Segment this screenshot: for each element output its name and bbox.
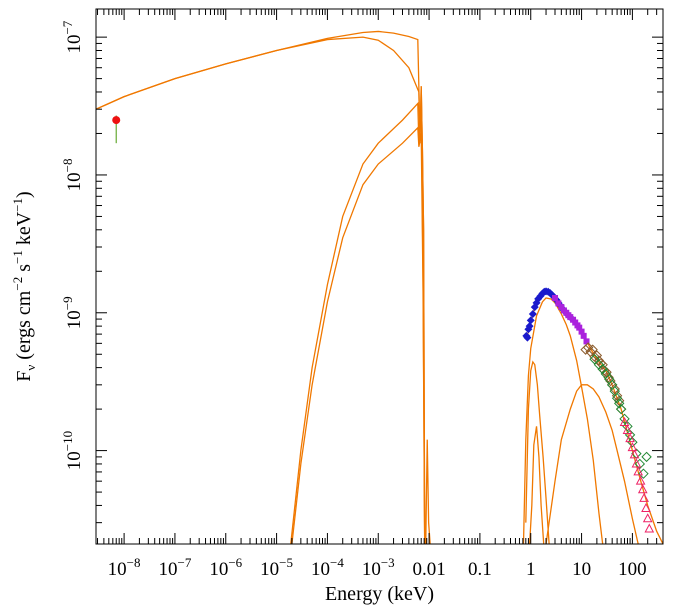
axis-ticks	[96, 9, 664, 544]
model-curve-2	[290, 101, 426, 544]
data-point	[555, 300, 562, 307]
data-point	[619, 416, 630, 426]
x-tick-label: 10−8	[108, 555, 141, 580]
model-curve-3	[291, 126, 426, 544]
data-point	[593, 359, 605, 370]
x-tick-label: 10−4	[311, 555, 344, 580]
data-point	[580, 344, 591, 355]
plot-frame	[95, 8, 664, 545]
data-point	[613, 395, 625, 406]
y-tick-labels: 10−7 10−8 10−9 10−10	[60, 20, 85, 470]
data-point	[627, 437, 638, 448]
data-point	[528, 309, 537, 318]
data-point	[591, 350, 603, 361]
y-axis-title: Fν (ergs cm−2 s−1 keV−1)	[10, 191, 38, 381]
data-point	[558, 304, 565, 311]
data-point	[627, 442, 638, 452]
y-tick-label: 10−10	[60, 431, 85, 470]
data-point	[633, 466, 644, 476]
x-tick-labels: 10−8 10−7 10−6 10−5 10−4 10−3 0.01 0.1 1 10 100	[108, 555, 647, 580]
data-point	[603, 372, 614, 383]
data-series-5	[619, 416, 655, 533]
data-point	[622, 424, 633, 434]
data-point	[635, 475, 646, 485]
data-point	[642, 513, 653, 523]
data-series-2	[551, 294, 590, 345]
x-tick-label: 10−7	[159, 555, 192, 580]
model-curve-6	[522, 297, 604, 544]
data-point	[629, 449, 640, 459]
y-tick-label: 10−7	[60, 20, 85, 53]
data-point	[611, 392, 623, 404]
data-point	[589, 354, 600, 365]
data-point	[639, 492, 649, 502]
model-curves	[96, 30, 663, 544]
y-tick-label: 10−8	[60, 159, 85, 192]
data-point	[644, 523, 655, 533]
data-point	[641, 451, 652, 463]
data-point	[615, 403, 627, 415]
x-tick-label: 100	[618, 559, 647, 580]
data-series-0	[112, 115, 121, 144]
x-tick-label: 10−5	[260, 555, 293, 580]
data-point	[619, 413, 630, 425]
model-curve-1	[96, 36, 426, 544]
data-point	[523, 333, 532, 342]
x-tick-label: 10−6	[209, 555, 242, 580]
data-point	[112, 116, 121, 125]
y-tick-label: 10−9	[60, 296, 85, 329]
data-point	[580, 332, 587, 339]
x-tick-label: 1	[526, 559, 536, 580]
data-point	[576, 324, 583, 331]
model-curve-8	[528, 426, 545, 544]
x-axis-title: Energy (keV)	[325, 583, 434, 605]
data-point	[634, 458, 646, 470]
data-point	[622, 421, 633, 432]
data-point	[631, 458, 642, 468]
data-point	[641, 502, 651, 513]
data-point	[551, 294, 558, 301]
data-point	[526, 316, 535, 325]
data-point	[625, 433, 635, 443]
data-point	[597, 359, 608, 370]
data-point	[583, 338, 590, 345]
x-tick-label: 0.01	[412, 559, 445, 580]
data-point	[578, 328, 585, 335]
x-tick-label: 10	[572, 559, 591, 580]
data-point	[597, 363, 608, 375]
model-curve-7	[525, 360, 550, 544]
x-tick-label: 10−3	[362, 555, 395, 580]
model-curve-9	[545, 384, 639, 544]
x-tick-label: 0.1	[468, 559, 492, 580]
data-point	[525, 322, 534, 331]
data-point	[613, 398, 625, 409]
data-point	[637, 484, 648, 494]
data-point	[611, 390, 623, 401]
data-series-4	[589, 354, 652, 479]
data-markers	[112, 115, 655, 533]
